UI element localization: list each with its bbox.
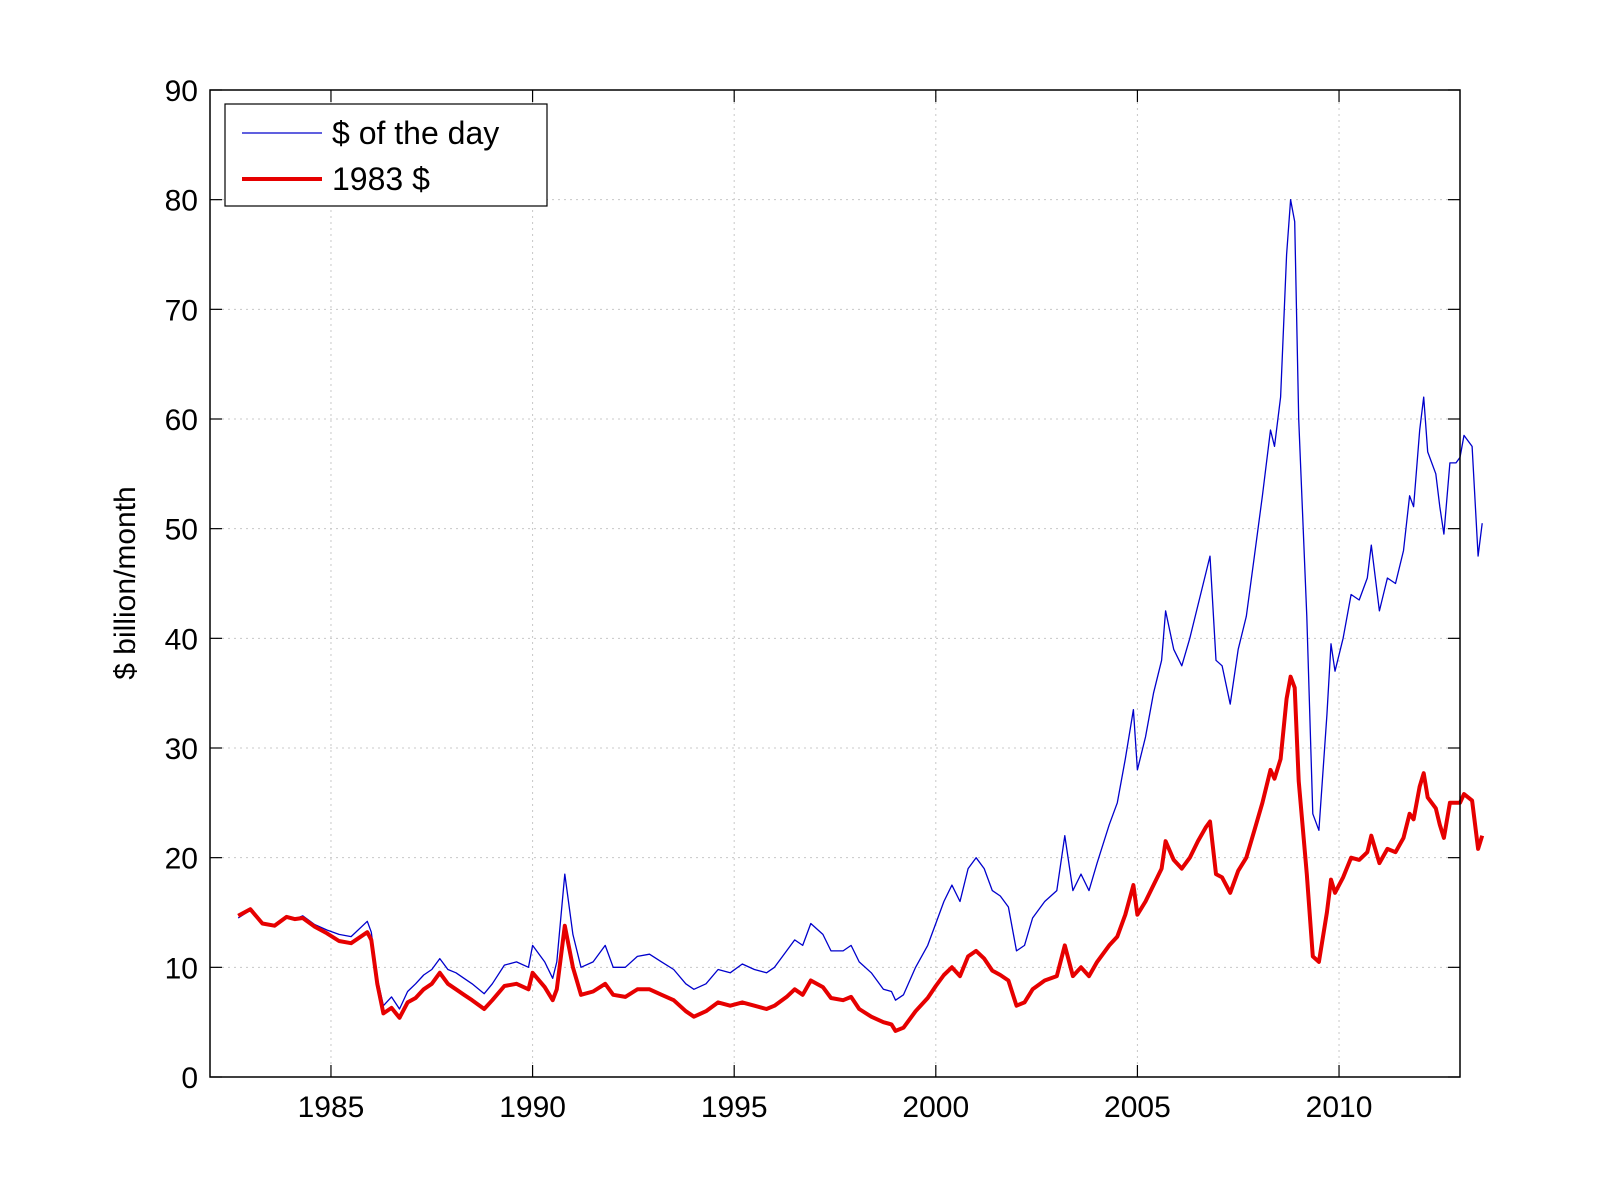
x-tick-label: 2005 [1104,1091,1171,1124]
y-tick-label: 50 [165,514,198,547]
x-tick-label: 2000 [902,1091,969,1124]
legend: $ of the day 1983 $ [224,103,548,207]
series-line-real [237,674,1485,1033]
legend-label-real: 1983 $ [332,161,430,197]
y-tick-label: 80 [165,185,198,218]
y-tick-label: 20 [165,843,198,876]
y-tick-label: 60 [165,404,198,437]
y-tick-label: 10 [165,952,198,985]
series-line-nominal [237,199,1483,1010]
y-tick-label: 0 [181,1062,198,1095]
y-tick-label: 70 [165,294,198,327]
x-tick-label: 1995 [701,1091,768,1124]
axis-ticks: 0 10 20 30 40 50 60 70 80 90 1985 1990 1995 2000 2005 2… [165,75,1460,1124]
legend-box [224,103,548,207]
y-tick-label: 40 [165,623,198,656]
series-lines [237,199,1485,1033]
x-tick-label: 1990 [499,1091,566,1124]
x-tick-label: 2010 [1306,1091,1373,1124]
x-tick-label: 1985 [298,1091,365,1124]
y-tick-label: 90 [165,75,198,108]
y-tick-label: 30 [165,733,198,766]
y-axis-label: $ billion/month [109,486,142,679]
legend-label-nominal: $ of the day [332,115,499,151]
plot-frame [209,89,1461,1078]
